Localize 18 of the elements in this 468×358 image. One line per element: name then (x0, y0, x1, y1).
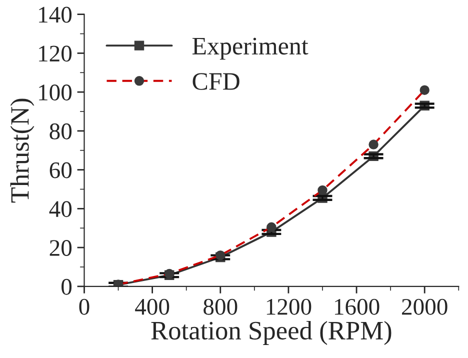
y-tick-label: 20 (50, 240, 72, 256)
y-tick-label: 40 (49, 201, 72, 218)
y-tick-label: 100 (39, 84, 72, 100)
x-tick-label: 0 (79, 298, 90, 315)
y-axis-title: Thrust(N) (10, 98, 34, 203)
x-tick-label: 800 (204, 298, 238, 315)
x-tick-label: 1600 (334, 298, 380, 315)
y-tick-label: 80 (50, 123, 72, 140)
y-tick-label: 60 (50, 162, 72, 178)
y-tick-label: 140 (39, 6, 72, 23)
x-tick-label: 1200 (266, 298, 312, 315)
x-tick-label: 2000 (402, 298, 448, 315)
legend-label: Experiment (192, 38, 308, 60)
x-axis-title: Rotation Speed (RPM) (151, 321, 392, 345)
y-tick-label: 0 (62, 278, 72, 295)
y-tick-label: 120 (39, 46, 72, 62)
legend-label: CFD (192, 73, 240, 90)
x-tick-label: 400 (135, 298, 170, 315)
